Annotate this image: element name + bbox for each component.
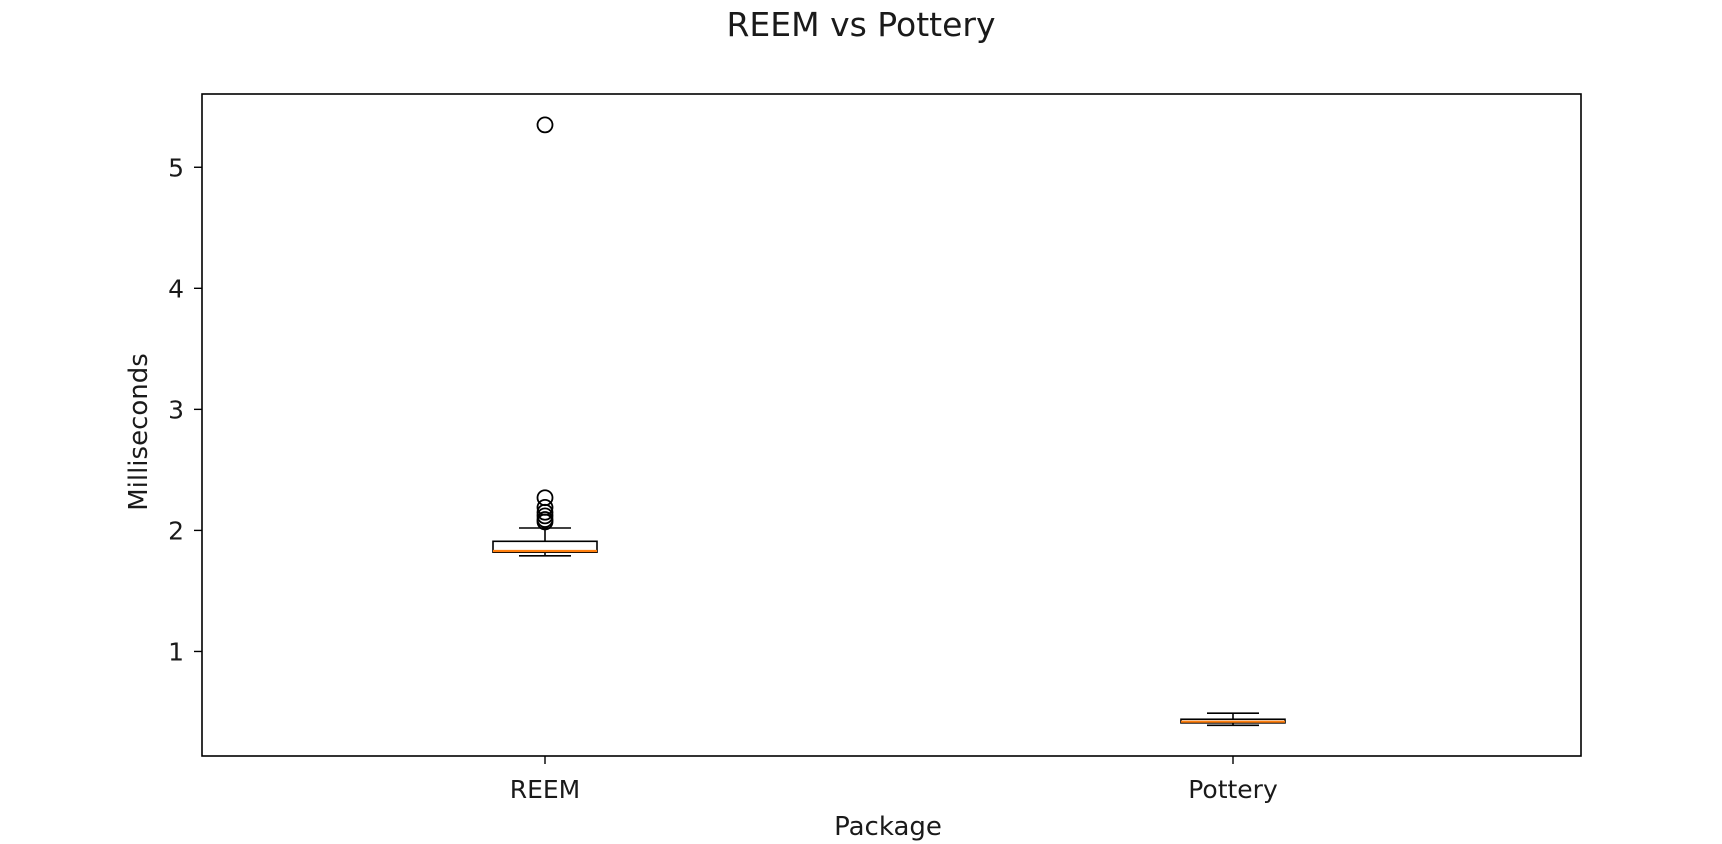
plot-area-frame <box>201 93 1582 757</box>
reem-outlier-point <box>536 489 554 507</box>
reem-outlier-point <box>536 116 554 134</box>
y-tick-label-5: 5 <box>168 153 184 182</box>
x-tick-label-reem: REEM <box>510 775 581 804</box>
y-axis-label: Milliseconds <box>124 353 154 511</box>
y-tick-label-2: 2 <box>168 516 184 545</box>
x-tick-label-pottery: Pottery <box>1188 775 1278 804</box>
chart-title: REEM vs Pottery <box>727 5 996 44</box>
reem-box <box>492 540 598 553</box>
y-tick-label-3: 3 <box>168 395 184 424</box>
box-marks-layer <box>492 116 1286 727</box>
ticks-layer: REEM Pottery 1 2 3 4 5 <box>168 153 1278 804</box>
x-axis-label: Package <box>834 812 942 842</box>
reem-outlier-point <box>536 499 554 516</box>
y-tick-label-4: 4 <box>168 274 184 303</box>
y-tick-label-1: 1 <box>168 637 184 666</box>
